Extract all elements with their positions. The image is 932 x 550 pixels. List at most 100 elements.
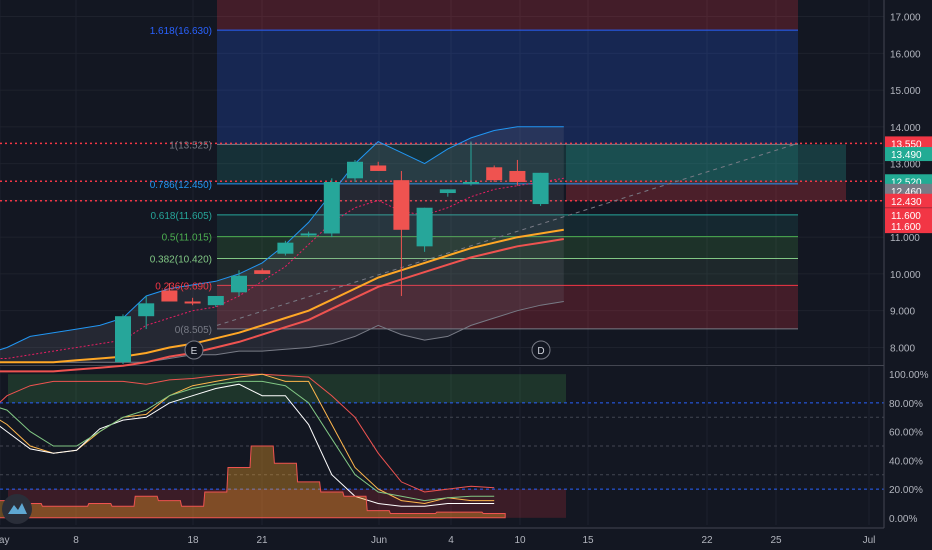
x-tick-label: 15: [582, 535, 594, 546]
fib-label: 0.786(12.450): [150, 180, 212, 191]
y-tick-label: 15.000: [890, 86, 921, 97]
candle-body: [370, 165, 387, 171]
zone-fib-382: [217, 258, 798, 286]
candle-body: [347, 161, 363, 179]
candle-body: [532, 172, 549, 205]
overbought-zone: [8, 374, 566, 403]
candle-body: [393, 180, 410, 230]
candle-body: [439, 189, 456, 194]
y-tick-label: 16.000: [890, 49, 921, 60]
event-marker-label: E: [191, 346, 198, 357]
zone-position-loss: [566, 181, 846, 201]
x-tick-label: May: [0, 535, 9, 546]
price-axis-bg: [884, 0, 932, 550]
band-upper: [0, 126, 564, 351]
candle-body: [184, 301, 201, 304]
ma-pink: [0, 177, 564, 359]
zone-fib-618: [217, 214, 798, 237]
candle-body: [138, 303, 155, 317]
zone-position-profit: [566, 144, 846, 182]
osc-series-line: [0, 383, 495, 507]
y-tick-label: 10.000: [890, 270, 921, 281]
zone-teal: [217, 144, 798, 184]
x-tick-label: Jul: [863, 535, 876, 546]
osc-y-tick-label: 80.00%: [889, 399, 923, 410]
ma-orange: [0, 228, 564, 364]
osc-series-line: [0, 373, 495, 493]
time-axis-bg: [0, 528, 932, 550]
ma-red: [0, 238, 564, 373]
candle-body: [115, 316, 131, 363]
osc-y-tick-label: 60.00%: [889, 428, 923, 439]
volume-histogram: [0, 445, 506, 519]
candle-body: [416, 207, 433, 247]
event-marker-circle: [184, 340, 204, 360]
band-lower: [0, 301, 564, 363]
zone-fib-236: [217, 285, 798, 329]
x-tick-label: Jun: [371, 535, 387, 546]
candle-body: [463, 182, 479, 184]
osc-series-line: [0, 380, 495, 502]
y-tick-label: 14.000: [890, 123, 921, 134]
x-tick-label: 8: [73, 535, 79, 546]
x-tick-label: 18: [187, 535, 199, 546]
x-tick-label: 10: [514, 535, 526, 546]
x-tick-label: 4: [448, 535, 454, 546]
logo[interactable]: [2, 494, 32, 524]
y-tick-label: 9.000: [890, 307, 915, 318]
y-tick-label: 17.000: [890, 13, 921, 24]
price-tag-label: 13.550: [891, 139, 922, 150]
fib-label: 0.236(9.690): [155, 281, 212, 292]
osc-y-tick-label: 20.00%: [889, 485, 923, 496]
osc-y-tick-label: 0.00%: [889, 514, 917, 525]
x-tick-label: 25: [770, 535, 782, 546]
price-tag-bg: [885, 208, 932, 223]
candle-body: [161, 290, 178, 302]
candle-body: [486, 167, 503, 181]
zone-top-red: [217, 0, 798, 31]
y-tick-label: 13.000: [890, 160, 921, 171]
price-tag-label: 11.600: [891, 211, 921, 222]
fib-label: 0.618(11.605): [150, 211, 212, 222]
price-tag-bg: [885, 147, 932, 162]
fib-label: 1.618(16.630): [150, 26, 212, 37]
logo-icon: [8, 503, 27, 514]
fib-labels: 1.618(16.630) 1(13.525) 0.786(12.450) 0.618…: [150, 26, 212, 336]
price-tag-label: 12.520: [891, 177, 922, 188]
price-tag-label: 12.430: [891, 197, 922, 208]
fib-label: 0.382(10.420): [150, 254, 212, 265]
trend-line: [216, 142, 799, 326]
candle-body: [300, 233, 317, 236]
x-tick-label: 21: [256, 535, 268, 546]
x-tick-label: 22: [701, 535, 713, 546]
price-tag-bg: [885, 193, 932, 208]
candle-body: [509, 170, 526, 182]
fib-zones: [0, 0, 884, 330]
price-tag-label: 11.600: [891, 222, 921, 233]
zone-blue: [217, 30, 798, 145]
candlesticks: [115, 141, 549, 364]
zone-fib-500: [217, 236, 798, 259]
event-marker-circle: [531, 340, 551, 360]
fib-label: 1(13.525): [169, 140, 212, 151]
price-tag-bg: [885, 136, 932, 151]
price-tag-bg: [885, 219, 932, 234]
candle-body: [231, 275, 247, 293]
candle-body: [277, 242, 294, 254]
price-tag-label: 12.460: [891, 187, 922, 198]
osc-y-tick-label: 40.00%: [889, 456, 923, 467]
y-tick-label: 11.000: [890, 233, 920, 244]
price-tag-label: 13.490: [891, 150, 922, 161]
event-marker-label: D: [537, 346, 544, 357]
osc-series-line: [0, 373, 495, 505]
osc-y-tick-label: 100.00%: [889, 370, 929, 381]
oscillator-pane: [0, 373, 884, 519]
candle-body: [207, 295, 224, 306]
candle-body: [323, 182, 340, 234]
candle-body: [254, 270, 271, 274]
y-tick-label: 8.000: [890, 343, 915, 354]
